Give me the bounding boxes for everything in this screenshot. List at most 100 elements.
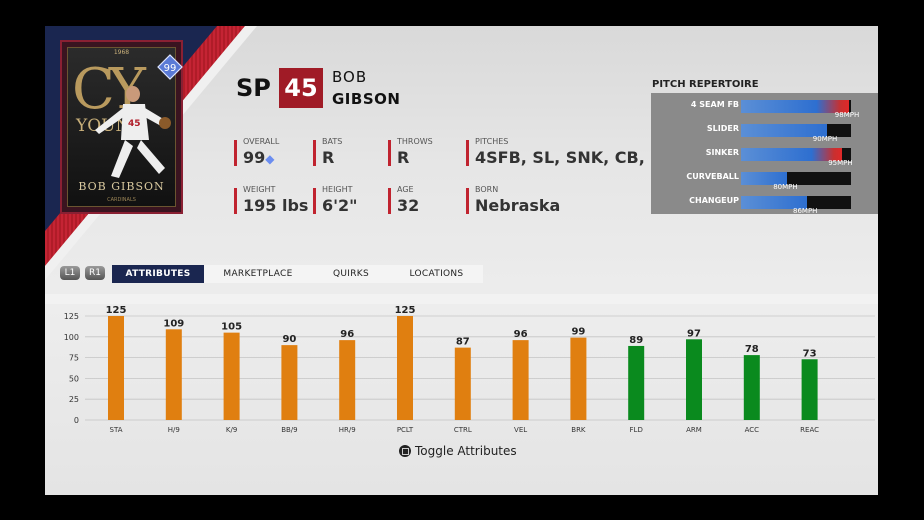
stat-label: PITCHES	[475, 137, 509, 146]
stat-value: R	[322, 148, 335, 167]
l1-button-icon[interactable]: L1	[60, 266, 80, 280]
bar-reac	[801, 359, 818, 420]
pitch-bar	[741, 100, 851, 113]
category-label: STA	[110, 426, 123, 434]
pitch-name: CURVEBALL	[686, 172, 739, 181]
attribute-chart: 0 25 50 75 100 125 125 STA 109 H/9 105 K/9 90 BB/9 96 H…	[64, 305, 875, 434]
bar-arm	[686, 339, 702, 420]
bar-value-label: 96	[340, 329, 354, 340]
bar-ctrl	[454, 347, 471, 420]
stat-label: AGE	[397, 185, 414, 194]
stat-label: OVERALL	[243, 137, 280, 146]
bar-bb9	[281, 345, 298, 420]
pitch-bar-fill	[741, 196, 807, 209]
bar-value-label: 125	[106, 305, 127, 316]
pitch-repertoire-panel: 4 SEAM FB 98MPH SLIDER 90MPH SINKER 95MPH CURV…	[651, 93, 878, 215]
bar-acc	[743, 355, 760, 420]
bar-value-label: 99	[571, 327, 585, 338]
bar-k9	[223, 332, 240, 420]
bar-value-label: 109	[163, 318, 184, 329]
rating-box: 45	[279, 68, 323, 108]
category-label: ACC	[745, 426, 760, 434]
first-name: BOB	[332, 68, 368, 86]
tab-attributes[interactable]: ATTRIBUTES	[112, 265, 204, 283]
stat-value: 195 lbs	[243, 196, 309, 215]
card-overall: 99	[164, 63, 177, 74]
screen: 1968 CY YOUNG 45 BOB GIBSON CARDINALS 99…	[45, 26, 878, 495]
stat-label: THROWS	[397, 137, 433, 146]
category-label: PCLT	[397, 426, 414, 434]
player-card[interactable]: 1968 CY YOUNG 45 BOB GIBSON CARDINALS 99	[60, 40, 183, 214]
category-label: K/9	[226, 426, 237, 434]
category-label: BB/9	[281, 426, 297, 434]
y-tick-label: 0	[74, 416, 79, 425]
category-label: BRK	[571, 426, 586, 434]
pitch-row: CURVEBALL 80MPH	[651, 169, 878, 193]
pitch-bar	[741, 124, 851, 137]
tab-locations[interactable]: LOCATIONS	[409, 269, 464, 279]
pitch-row: 4 SEAM FB 98MPH	[651, 97, 878, 121]
stat-value: Nebraska	[475, 196, 561, 215]
category-label: HR/9	[339, 426, 356, 434]
y-tick-label: 25	[69, 395, 79, 404]
pitch-name: CHANGEUP	[689, 196, 739, 205]
chart-header-strip	[45, 294, 878, 304]
pitch-bar-fill	[741, 100, 849, 113]
svg-text:45: 45	[128, 119, 141, 129]
stat-label: HEIGHT	[322, 185, 353, 194]
pitch-name: SLIDER	[706, 124, 739, 133]
square-button-icon	[399, 445, 411, 457]
pitch-mph: 80MPH	[773, 183, 798, 191]
bar-h9	[165, 329, 182, 420]
category-label: VEL	[514, 426, 527, 434]
stat-value: 99◆	[243, 148, 275, 167]
pitch-bar-fill	[741, 124, 827, 137]
pitch-bar	[741, 148, 851, 161]
category-label: REAC	[800, 426, 819, 434]
pitch-bar	[741, 196, 851, 209]
stat-value: 32	[397, 196, 420, 215]
bar-value-label: 105	[221, 322, 242, 333]
card-team: CARDINALS	[107, 197, 136, 203]
stat-value: 6'2"	[322, 196, 358, 215]
pitch-repertoire-title: PITCH REPERTOIRE	[652, 79, 759, 90]
bar-fld	[628, 345, 645, 420]
pitcher-figure: 45	[95, 86, 171, 178]
diamond-icon: ◆	[265, 152, 275, 166]
pitch-row: SLIDER 90MPH	[651, 121, 878, 145]
stat-label: BATS	[322, 137, 343, 146]
bar-value-label: 90	[282, 334, 296, 345]
stat-label: BORN	[475, 185, 499, 194]
stat-bats: BATS R	[313, 137, 342, 167]
bar-value-label: 73	[803, 348, 817, 359]
category-label: H/9	[168, 426, 180, 434]
pitch-bar-fill	[741, 172, 788, 185]
stat-overall: OVERALL 99◆	[234, 137, 279, 167]
stat-value: R	[397, 148, 410, 167]
category-label: CTRL	[454, 426, 472, 434]
bar-sta	[108, 316, 124, 420]
position: SP	[236, 74, 271, 102]
stat-label: WEIGHT	[243, 185, 276, 194]
pitch-mph: 98MPH	[834, 111, 860, 119]
stat-value: 4SFB, SL, SNK, CB, CH	[475, 148, 676, 167]
pitch-name: SINKER	[705, 148, 739, 157]
bar-value-label: 89	[629, 335, 643, 346]
tab-quirks[interactable]: QUIRKS	[333, 269, 369, 279]
pitch-bar-fill	[741, 148, 843, 161]
pitch-row: SINKER 95MPH	[651, 145, 878, 169]
r1-button-icon[interactable]: R1	[85, 266, 105, 280]
bar-pclt	[397, 316, 413, 420]
y-tick-label: 75	[69, 354, 79, 363]
stat-throws: THROWS R	[388, 137, 433, 167]
stat-age: AGE 32	[388, 185, 419, 215]
tab-marketplace[interactable]: MARKETPLACE	[223, 269, 293, 279]
card-art: 1968 CY YOUNG 45 BOB GIBSON CARDINALS	[67, 47, 176, 207]
bar-value-label: 125	[395, 305, 416, 316]
bar-vel	[512, 340, 529, 420]
bar-brk	[570, 337, 587, 420]
toggle-attributes[interactable]: Toggle Attributes	[399, 444, 517, 458]
stat-weight: WEIGHT 195 lbs	[234, 185, 308, 215]
card-player-name: BOB GIBSON	[78, 180, 165, 193]
bar-hr9	[339, 340, 356, 420]
